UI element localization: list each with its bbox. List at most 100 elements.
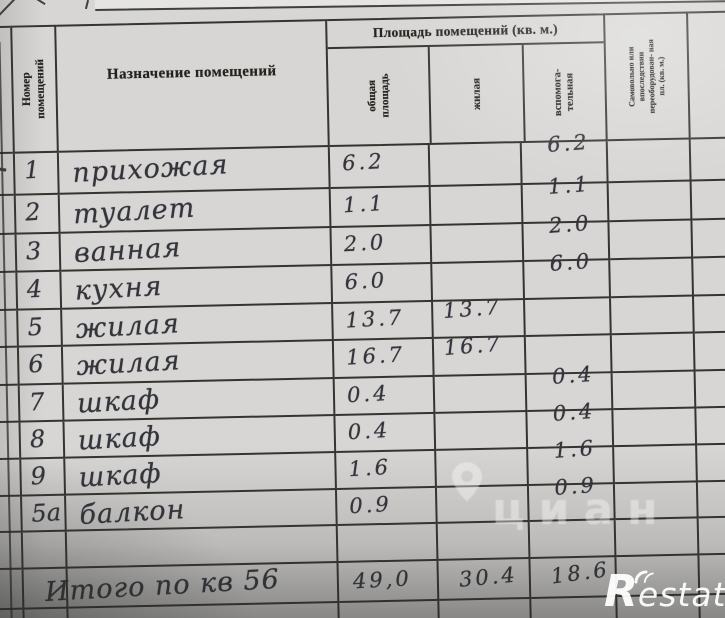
cell-room-number: 7 [17,384,65,423]
room-number-value: 2 [24,197,42,227]
area-total-value: 6.0 [344,267,388,295]
room-purpose-value: ванная [73,232,183,270]
cell-room-purpose: прихожая [58,147,331,195]
cell-note [695,369,725,409]
cian-watermark-label: циан [492,484,672,535]
cell-area-total: 1.6 [336,450,437,490]
area-aux-value: 0.4 [552,398,597,426]
room-number-value: 5а [30,498,62,528]
cell-note [693,256,725,297]
header-area-living-label: жилая [470,77,484,111]
top-tick-mark [34,0,46,6]
area-total-value: 0.9 [348,491,393,519]
table-margin-cell [0,459,21,498]
header-area-group: Площадь помещений (кв. м.) общая площадь… [327,13,608,148]
room-purpose-value: шкаф [77,458,163,494]
cell-empty [439,598,533,618]
room-number-value: 8 [29,424,46,454]
cell-unauthorized-area [610,258,694,299]
cell-room-number: 5 [16,309,63,348]
area-living-value [432,272,442,273]
cell-area-living [430,185,524,226]
area-living-value [438,532,448,533]
cell-room-purpose: балкон [66,489,338,532]
cian-watermark: циан [452,462,672,532]
header-area-living: жилая [429,44,526,143]
header-area-total: общая площадь [327,46,432,146]
room-number-value [23,542,32,545]
header-room-purpose: Назначение помещений [56,19,330,153]
room-purpose-value: туалет [72,192,197,231]
area-aux-value: 0.4 [551,361,596,389]
area-living-value [430,154,440,155]
cell-area-total: 0.9 [336,487,438,526]
area-total-value [338,535,350,540]
table-margin-cell [0,272,17,312]
table-margin-cell [0,234,16,274]
room-purpose-value: жилая [75,345,182,382]
total-area-value: 49,0 [352,566,413,594]
room-purpose-value: прихожая [71,149,230,189]
table-margin-cell [0,532,22,571]
cell-room-purpose: ванная [60,228,333,272]
cell-note [696,406,725,446]
header-area-aux-label: вспомога- тельная [552,68,577,117]
area-aux-value: 1.6 [552,435,597,463]
room-number-value: 1 [23,155,41,185]
cell-unauthorized-area [612,371,697,411]
cell-area-aux [525,298,612,337]
cell-room-purpose: шкаф [63,379,336,422]
area-living-value [436,459,446,460]
area-living-value [435,422,445,423]
cell-room-number: 6 [16,346,64,386]
room-number-value: 7 [28,387,46,417]
cell-unauthorized-area [611,296,695,336]
cell-room-number: 3 [14,233,62,273]
cell-area-total: 16.7 [333,338,435,380]
area-total-value: 0.4 [346,380,391,408]
cell-note [690,137,725,182]
cell-room-number: 8 [18,421,66,460]
table-margin-cell [0,347,18,387]
cell-area-living: 16.7 [433,332,527,377]
area-aux-value: 6.2 [546,129,591,157]
area-total-value: 1.6 [347,454,392,482]
table-margin-cell [0,569,23,611]
header-room-number-label: Номер помещений [20,59,48,120]
table-margin-cell [0,153,14,197]
area-total-value: 13.7 [344,305,405,333]
cell-unauthorized-area [613,408,698,448]
cell-area-living [431,224,525,264]
room-purpose-value: шкаф [76,384,161,420]
area-aux-value: 6.0 [548,248,593,276]
room-purpose-value: балкон [78,494,187,531]
room-number-value: 4 [25,274,43,304]
area-living-value [431,234,441,235]
table-margin-cell [0,385,19,424]
area-aux-value [525,302,551,304]
header-area-subcolumns: общая площадь жилая вспомога- тельная [327,43,606,146]
area-living-value: 13.7 [442,294,503,323]
cell-area-total: 0.4 [334,376,436,417]
cell-total-living: 30.4 [438,558,532,601]
cell-note [693,294,725,334]
cell-room-number: 5а [20,495,67,533]
cell-area-living [434,374,528,414]
header-note: Примечание [688,9,725,140]
signal-arcs-icon [634,570,654,584]
cell-area-total: 13.7 [333,301,434,342]
cell-note [697,443,725,483]
cell-area-total: 6.2 [329,144,431,190]
cell-empty [0,609,24,618]
cell-area-total: 0.4 [335,413,437,453]
header-area-aux: вспомога- тельная [524,43,606,141]
cell-empty [339,600,441,618]
area-living-value [437,496,447,497]
room-purpose-value: кухня [73,270,164,307]
cell-room-number: 2 [13,194,61,235]
cell-note [694,331,725,372]
restate-logo-r: R [604,566,638,617]
total-label-value: Итого по кв 56 [44,563,281,608]
cell-room-number: 4 [15,271,63,311]
cell-room-purpose: кухня [61,266,334,310]
